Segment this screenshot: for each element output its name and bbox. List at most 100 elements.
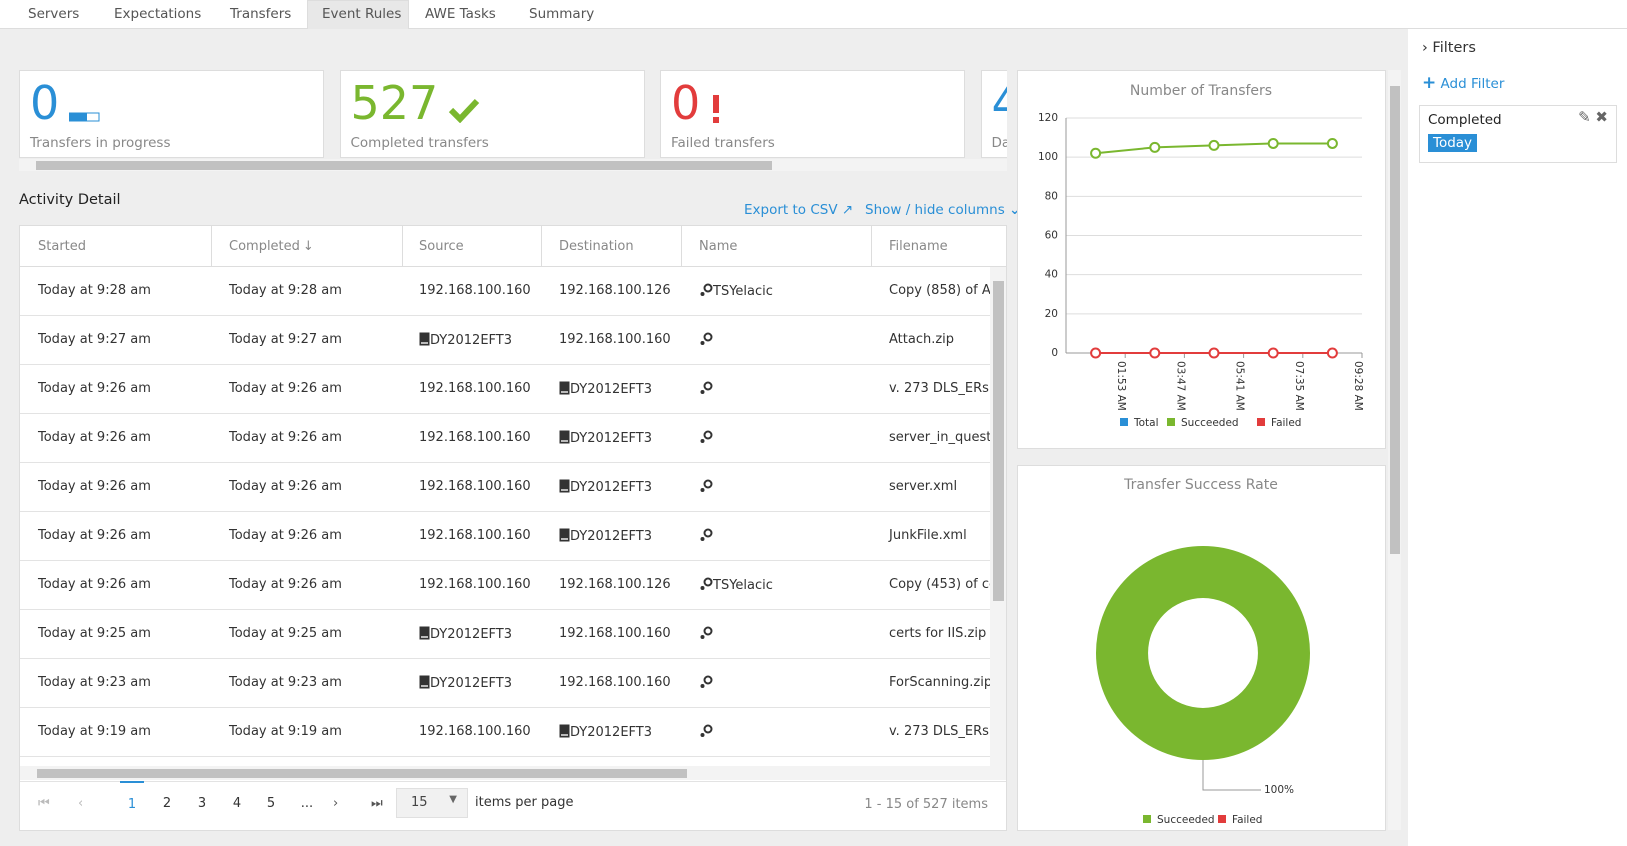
columns-toggle[interactable]: Show / hide columns ⌄: [865, 202, 1021, 218]
legend-swatch: [1167, 418, 1175, 426]
column-separator: [211, 226, 212, 267]
cell-text: Today at 9:26 am: [229, 430, 342, 445]
grid-cell: Today at 9:25 am: [229, 626, 342, 641]
column-header[interactable]: Completed ↓: [229, 239, 314, 254]
grid-cell: [699, 528, 713, 544]
column-header[interactable]: Started: [38, 239, 87, 254]
grid-cell: 192.168.100.160: [419, 479, 531, 494]
page-size-value[interactable]: 15: [411, 795, 428, 810]
cell-text: DY2012EFT3: [570, 529, 652, 544]
cell-text: 192.168.100.160: [559, 675, 671, 690]
gear-icon: [699, 724, 713, 740]
grid-cell: server_in_questic: [889, 430, 1002, 445]
grid-cell: server.xml: [889, 479, 957, 494]
filter-actions[interactable]: ✎ ✖: [1578, 108, 1608, 126]
cell-text: Copy (453) of cer: [889, 577, 1003, 592]
server-icon: [419, 626, 430, 642]
page-number[interactable]: 3: [197, 796, 207, 811]
cell-text: JunkFile.xml: [889, 528, 967, 543]
cell-text: Today at 9:23 am: [229, 675, 342, 690]
y-tick-label: 60: [1045, 230, 1058, 242]
grid-cell: DY2012EFT3: [419, 332, 512, 348]
add-filter[interactable]: + Add Filter: [1422, 73, 1505, 93]
tab[interactable]: Expectations: [114, 6, 202, 22]
grid-row: [20, 316, 990, 365]
cell-text: 192.168.100.126: [559, 577, 671, 592]
page-number[interactable]: 2: [162, 796, 172, 811]
filter-value[interactable]: Today: [1428, 134, 1478, 152]
export-csv[interactable]: Export to CSV ↗: [744, 202, 854, 218]
cell-text: TSYelacic: [713, 284, 773, 299]
tab[interactable]: Event Rules: [322, 6, 402, 22]
horizontal-scrollbar[interactable]: [20, 766, 1006, 780]
column-header[interactable]: Name: [699, 239, 738, 254]
filter-panel: [1408, 29, 1627, 846]
stat-value: 527: [351, 77, 481, 133]
grid-cell: TSYelacic: [699, 577, 773, 593]
data-point: [1149, 347, 1161, 359]
grid-cell: Today at 9:26 am: [38, 479, 151, 494]
grid-cell: 192.168.100.160: [419, 430, 531, 445]
grid-cell: Today at 9:26 am: [229, 479, 342, 494]
grid-cell: Today at 9:27 am: [38, 332, 151, 347]
grid-cell: Today at 9:26 am: [229, 430, 342, 445]
vertical-scrollbar[interactable]: [990, 267, 1006, 773]
stat-card: 0 Transfers in progress: [19, 70, 324, 158]
export-label[interactable]: Export to CSV: [744, 202, 838, 218]
pager-nav[interactable]: ⏭: [371, 796, 383, 811]
cell-text: 192.168.100.160: [419, 479, 531, 494]
cell-text: 192.168.100.160: [419, 381, 531, 396]
data-point: [1208, 139, 1220, 151]
grid-cell: DY2012EFT3: [419, 675, 512, 691]
pie-panel: [1017, 465, 1386, 831]
column-header[interactable]: Destination: [559, 239, 634, 254]
filter-item: Completed Today ✎ ✖: [1419, 105, 1617, 163]
stat-card: 0 Failed transfers: [660, 70, 965, 158]
tab[interactable]: Transfers: [230, 6, 292, 22]
panel-scrollbar[interactable]: [1388, 70, 1401, 830]
grid-cell: [699, 675, 713, 691]
grid-cell: Today at 9:28 am: [229, 283, 342, 298]
grid-cell: Today at 9:27 am: [229, 332, 342, 347]
cell-text: 192.168.100.160: [559, 626, 671, 641]
grid-row: [20, 365, 990, 414]
tab[interactable]: Servers: [28, 6, 80, 22]
grid-header: [20, 226, 1006, 267]
column-header[interactable]: Filename: [889, 239, 948, 254]
cell-text: Today at 9:26 am: [38, 381, 151, 396]
stat-icon: [710, 81, 722, 133]
legend-swatch: [1218, 815, 1226, 823]
tab[interactable]: AWE Tasks: [425, 6, 496, 22]
pager-nav[interactable]: ›: [333, 796, 339, 811]
cell-text: Today at 9:19 am: [38, 724, 151, 739]
cell-text: Today at 9:25 am: [229, 626, 342, 641]
tab[interactable]: Summary: [529, 6, 595, 22]
grid-cell: TSYelacic: [699, 283, 773, 299]
section-title: Activity Detail: [19, 192, 121, 208]
page-number[interactable]: 5: [266, 796, 276, 811]
tab-bar: [0, 0, 1627, 29]
cards-scrollbar[interactable]: [19, 159, 1007, 171]
cell-text: 192.168.100.160: [419, 724, 531, 739]
filters-title[interactable]: › Filters: [1422, 40, 1476, 56]
page-number[interactable]: 4: [232, 796, 242, 811]
x-tick-label: 01:53 AM: [1115, 361, 1127, 411]
cell-text: Today at 9:27 am: [38, 332, 151, 347]
page-size[interactable]: 15 ▼: [396, 788, 468, 818]
page-number[interactable]: 1: [120, 781, 144, 812]
pager-nav[interactable]: ‹: [78, 796, 84, 811]
pager-nav[interactable]: ⏮: [38, 796, 50, 811]
column-header[interactable]: Source: [419, 239, 464, 254]
gear-icon: [699, 675, 713, 691]
cell-text: 192.168.100.126: [559, 283, 671, 298]
cell-text: Today at 9:26 am: [229, 528, 342, 543]
columns-toggle-label[interactable]: Show / hide columns: [865, 202, 1005, 218]
chart-title: Number of Transfers: [1130, 83, 1272, 99]
filters-title-text[interactable]: Filters: [1432, 40, 1476, 56]
add-filter-label[interactable]: Add Filter: [1440, 76, 1505, 92]
legend-label: Succeeded: [1157, 814, 1215, 826]
page-number[interactable]: ...: [300, 796, 314, 811]
cell-text: certs for IIS.zip: [889, 626, 987, 641]
